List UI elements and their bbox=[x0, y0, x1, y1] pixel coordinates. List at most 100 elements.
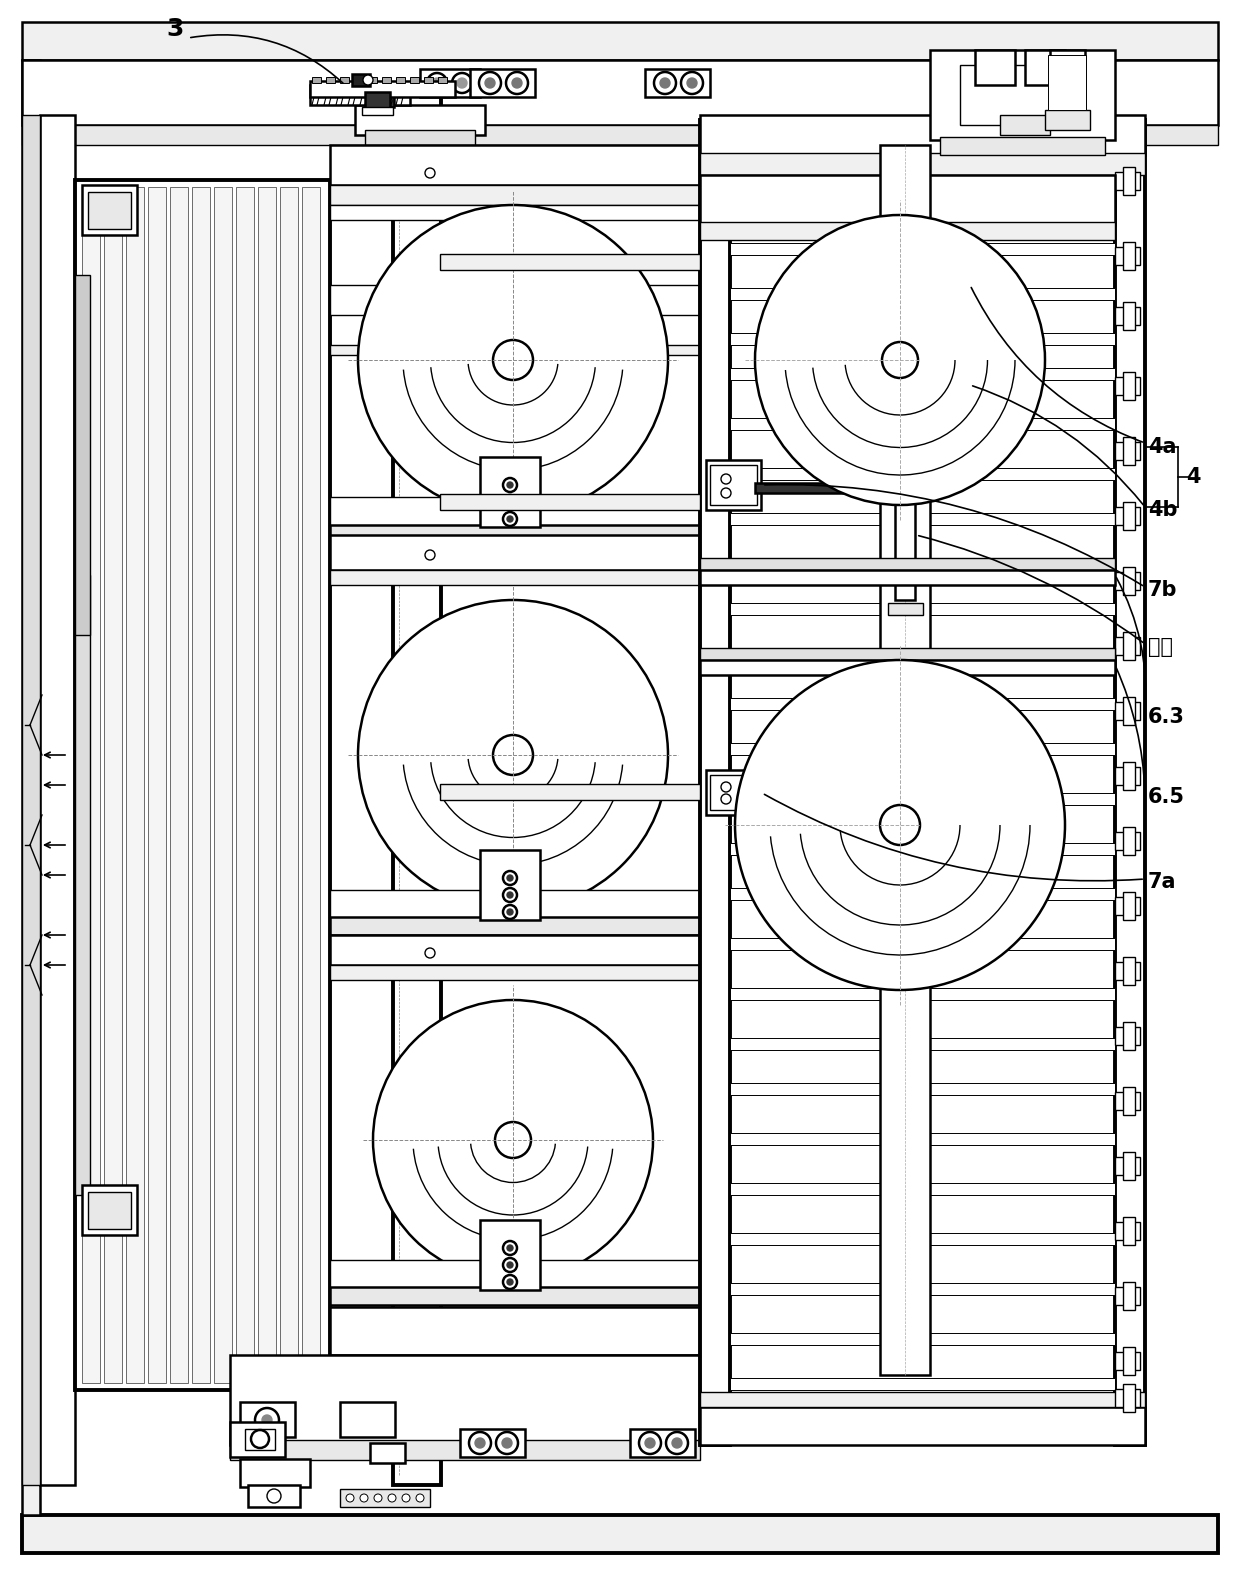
Circle shape bbox=[502, 1438, 512, 1447]
Circle shape bbox=[666, 1432, 688, 1454]
Bar bbox=[701, 222, 1115, 239]
Bar bbox=[303, 187, 320, 1383]
Bar bbox=[396, 77, 405, 83]
Circle shape bbox=[503, 888, 517, 902]
Circle shape bbox=[507, 517, 513, 521]
Bar bbox=[22, 60, 1218, 124]
Bar bbox=[730, 1233, 1115, 1244]
Bar bbox=[1123, 1087, 1135, 1115]
Circle shape bbox=[363, 76, 373, 85]
Bar bbox=[330, 917, 701, 936]
Bar bbox=[1115, 1027, 1140, 1044]
Bar bbox=[258, 187, 277, 1383]
Circle shape bbox=[507, 1244, 513, 1251]
Bar bbox=[192, 187, 210, 1383]
Bar bbox=[844, 277, 965, 298]
Bar bbox=[1115, 767, 1140, 784]
Bar bbox=[1123, 167, 1135, 195]
Bar bbox=[330, 1287, 701, 1306]
Bar bbox=[1115, 572, 1140, 591]
Bar bbox=[280, 187, 298, 1383]
Text: 6.5: 6.5 bbox=[1148, 788, 1185, 806]
Bar bbox=[1115, 1158, 1140, 1175]
Bar bbox=[1123, 891, 1135, 920]
Bar bbox=[730, 369, 1115, 380]
Circle shape bbox=[479, 72, 501, 94]
Circle shape bbox=[880, 805, 920, 846]
Bar bbox=[1123, 762, 1135, 791]
Bar bbox=[1123, 827, 1135, 855]
Circle shape bbox=[415, 1495, 424, 1503]
Bar bbox=[104, 187, 122, 1383]
Bar bbox=[1115, 1351, 1140, 1370]
Circle shape bbox=[507, 909, 513, 915]
Circle shape bbox=[453, 72, 472, 93]
Bar bbox=[960, 65, 1085, 124]
Bar bbox=[438, 77, 446, 83]
Bar bbox=[236, 187, 254, 1383]
Circle shape bbox=[425, 948, 435, 958]
Circle shape bbox=[358, 205, 668, 515]
Circle shape bbox=[645, 1438, 655, 1447]
Circle shape bbox=[346, 1495, 353, 1503]
Circle shape bbox=[507, 499, 513, 506]
Bar bbox=[330, 965, 701, 980]
Bar bbox=[330, 890, 701, 920]
Bar bbox=[880, 145, 930, 1375]
Bar bbox=[1115, 376, 1140, 395]
Bar bbox=[1115, 898, 1140, 915]
Bar bbox=[730, 888, 1115, 899]
Circle shape bbox=[425, 550, 435, 561]
Bar bbox=[340, 77, 348, 83]
Bar bbox=[1115, 962, 1140, 980]
Bar bbox=[1123, 567, 1135, 595]
Circle shape bbox=[425, 169, 435, 178]
Circle shape bbox=[687, 79, 697, 88]
Bar bbox=[460, 1429, 525, 1457]
Bar bbox=[330, 498, 701, 528]
Bar bbox=[82, 1184, 136, 1235]
Bar bbox=[370, 1443, 405, 1463]
Bar bbox=[1123, 1282, 1135, 1310]
Bar bbox=[730, 332, 1115, 345]
Circle shape bbox=[262, 1414, 272, 1425]
Bar bbox=[1115, 702, 1140, 720]
Bar bbox=[1115, 247, 1140, 265]
Circle shape bbox=[503, 871, 517, 885]
Circle shape bbox=[507, 891, 513, 898]
Bar bbox=[330, 1307, 701, 1354]
Bar bbox=[940, 137, 1105, 154]
Circle shape bbox=[374, 1495, 382, 1503]
Bar bbox=[312, 77, 321, 83]
Bar bbox=[999, 115, 1050, 135]
Bar bbox=[330, 345, 701, 354]
Circle shape bbox=[475, 1438, 485, 1447]
Bar bbox=[1123, 502, 1135, 531]
Bar bbox=[22, 1515, 1218, 1553]
Circle shape bbox=[720, 488, 732, 498]
Bar bbox=[22, 115, 40, 1485]
Bar bbox=[480, 457, 539, 528]
Text: 4: 4 bbox=[1185, 468, 1200, 487]
Text: 6.3: 6.3 bbox=[1148, 707, 1185, 728]
Bar bbox=[480, 1221, 539, 1290]
Bar bbox=[241, 1402, 295, 1436]
Circle shape bbox=[503, 512, 517, 526]
Circle shape bbox=[373, 1000, 653, 1280]
Circle shape bbox=[496, 1432, 518, 1454]
Bar bbox=[1123, 1217, 1135, 1244]
Circle shape bbox=[639, 1432, 661, 1454]
Bar bbox=[706, 460, 761, 510]
Circle shape bbox=[720, 474, 732, 484]
Bar bbox=[1123, 243, 1135, 269]
Circle shape bbox=[653, 72, 676, 94]
Bar bbox=[853, 398, 959, 421]
Circle shape bbox=[384, 98, 392, 106]
Text: 7b: 7b bbox=[1148, 580, 1178, 600]
Bar bbox=[730, 194, 1115, 205]
Bar bbox=[1123, 1384, 1135, 1413]
Bar bbox=[755, 484, 885, 493]
Bar bbox=[1115, 172, 1140, 191]
Bar bbox=[1115, 636, 1140, 655]
Bar bbox=[730, 1038, 1115, 1051]
